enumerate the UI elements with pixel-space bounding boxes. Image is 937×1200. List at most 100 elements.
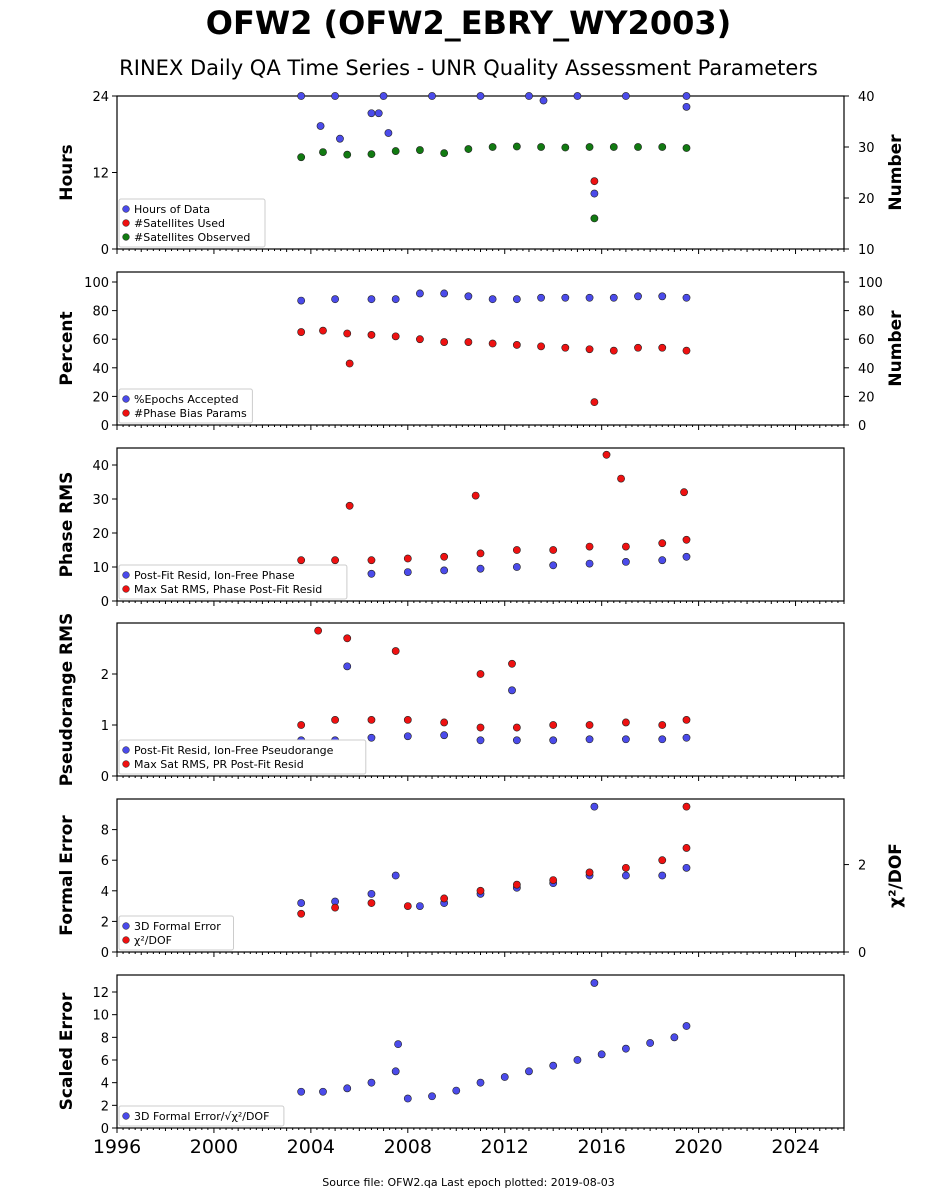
y-axis-label: Scaled Error	[57, 992, 77, 1110]
point-red	[345, 359, 354, 368]
legend-entry: Hours of Data	[134, 203, 210, 216]
y-tick-label: 1	[101, 719, 109, 734]
y-tick-label: 24	[92, 90, 109, 105]
point-red	[319, 326, 327, 335]
point-blue	[403, 568, 412, 576]
legend-entry: Max Sat RMS, Phase Post-Fit Resid	[134, 583, 322, 596]
point-blue	[336, 134, 344, 143]
legend-entry: #Satellites Used	[134, 217, 225, 230]
legend-entry: #Satellites Observed	[134, 231, 250, 244]
y-tick-label: 0	[101, 419, 109, 434]
y-tick-label: 4	[101, 1077, 109, 1092]
point-red	[403, 554, 412, 563]
point-blue	[452, 1086, 461, 1095]
y-tick-label: 40	[92, 362, 109, 377]
legend-marker	[122, 936, 130, 944]
y-tick-label: 0	[101, 1122, 109, 1137]
y2-tick-label: 80	[858, 305, 875, 320]
point-blue	[609, 293, 618, 302]
point-blue	[416, 289, 424, 298]
y-tick-label: 2	[101, 915, 109, 930]
point-blue	[549, 736, 558, 745]
legend-box	[118, 564, 348, 600]
legend-marker	[122, 233, 130, 241]
y-tick-label: 4	[101, 885, 109, 900]
point-red	[391, 647, 400, 655]
point-blue	[297, 1087, 306, 1096]
point-red	[658, 856, 667, 865]
point-red	[440, 718, 449, 727]
point-blue	[331, 92, 339, 100]
legend-entry: χ²/DOF	[134, 934, 172, 947]
point-blue	[658, 556, 667, 565]
point-red	[416, 335, 424, 344]
point-red	[585, 345, 594, 354]
point-green	[561, 143, 570, 152]
y-axis-label: Pseudorange RMS	[57, 613, 77, 787]
point-blue	[573, 92, 582, 100]
point-green	[343, 150, 352, 159]
point-blue	[391, 871, 400, 880]
point-green	[391, 147, 400, 155]
point-red	[682, 802, 691, 811]
x-tick-label: 2016	[577, 1136, 625, 1158]
point-blue	[537, 293, 545, 302]
y2-tick-label: 100	[858, 276, 883, 291]
legend-entry: 3D Formal Error	[134, 920, 221, 933]
x-tick-label: 2012	[481, 1136, 529, 1158]
point-red	[549, 546, 558, 554]
point-green	[416, 146, 424, 154]
point-blue	[590, 802, 599, 811]
point-red	[403, 716, 412, 724]
point-red	[476, 549, 485, 558]
legend-box	[118, 1105, 285, 1127]
point-blue	[374, 109, 383, 118]
point-red	[476, 670, 485, 678]
point-red	[590, 177, 599, 186]
point-green	[367, 150, 376, 159]
point-green	[297, 153, 306, 162]
point-red	[658, 343, 667, 352]
point-blue	[297, 899, 306, 907]
point-blue	[403, 1094, 412, 1103]
point-red	[440, 552, 449, 561]
point-blue	[561, 293, 570, 302]
y2-tick-label: 0	[858, 419, 866, 434]
point-blue	[394, 1040, 403, 1049]
legend-box	[118, 198, 266, 248]
point-red	[508, 659, 516, 668]
legend-marker	[122, 219, 130, 227]
point-red	[367, 331, 376, 339]
y2-tick-label: 30	[858, 141, 875, 156]
legend-marker	[122, 760, 130, 768]
y-tick-label: 8	[101, 824, 109, 839]
point-red	[331, 556, 339, 565]
point-green	[512, 142, 521, 151]
y2-tick-label: 60	[858, 333, 875, 348]
point-red	[367, 556, 376, 565]
point-red	[585, 721, 594, 729]
point-red	[476, 723, 485, 732]
point-green	[609, 143, 618, 151]
point-blue	[670, 1033, 679, 1042]
y-tick-label: 12	[92, 167, 109, 182]
point-blue	[367, 295, 376, 304]
x-tick-label: 2008	[384, 1136, 432, 1158]
point-blue	[391, 295, 400, 304]
point-green	[590, 214, 599, 223]
point-red	[476, 886, 485, 895]
panel-3: 0 10 20 30 40 Phase RMS Post-Fit Resid, Ion-Fr…	[57, 447, 845, 610]
point-blue	[590, 189, 599, 198]
point-blue	[367, 733, 376, 742]
point-blue	[476, 1078, 485, 1087]
point-red	[602, 450, 611, 459]
point-red	[488, 339, 497, 348]
point-blue	[622, 735, 630, 744]
point-blue	[658, 735, 667, 744]
point-blue	[343, 1084, 352, 1093]
point-blue	[573, 1056, 582, 1064]
point-red	[622, 542, 630, 551]
